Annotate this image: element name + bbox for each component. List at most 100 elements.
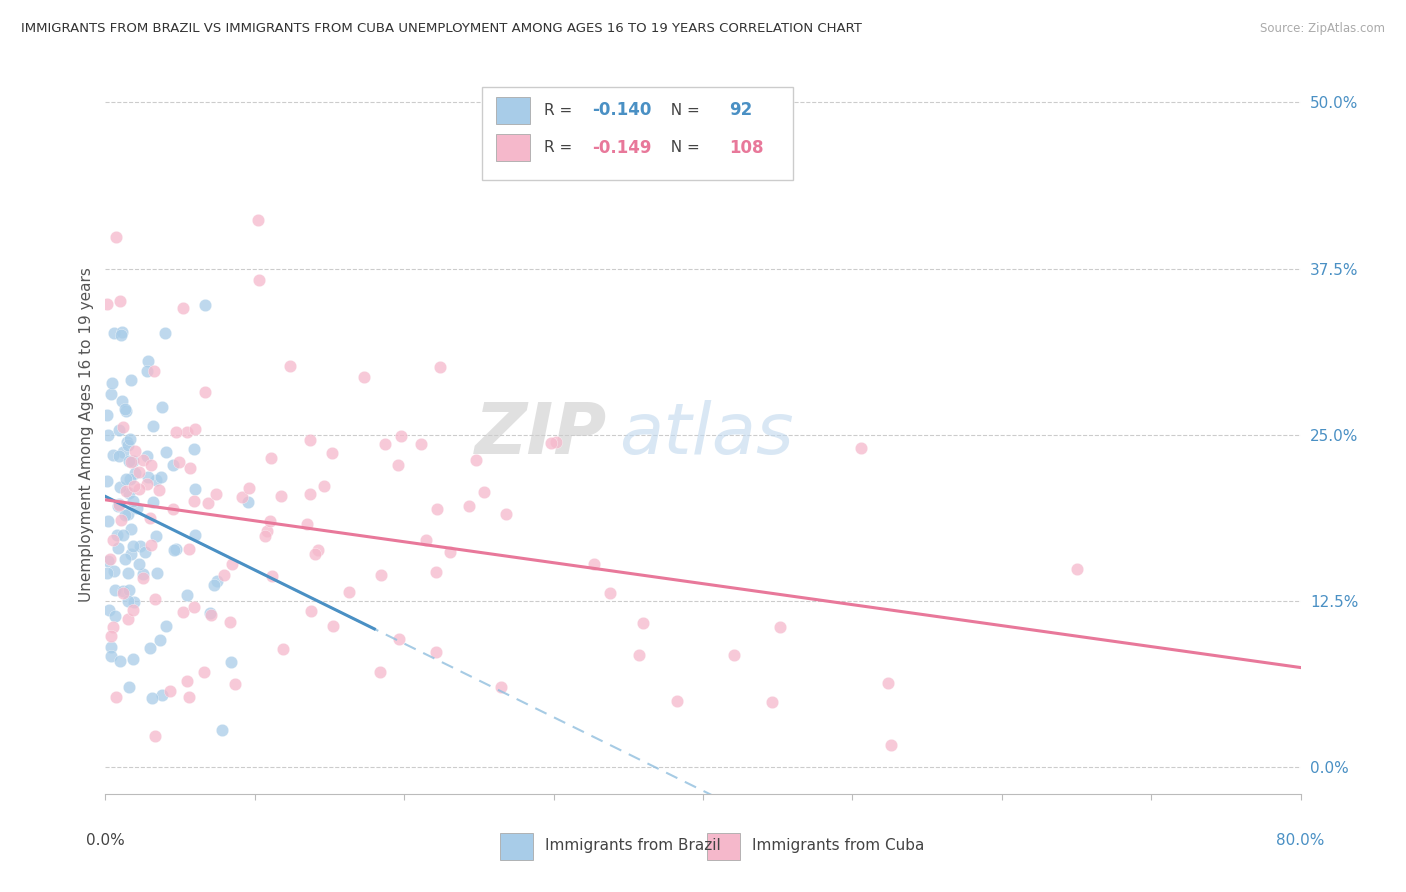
Point (117, 612, 139, 626)
Point (139, 510, 162, 524)
Point (176, 425, 198, 439)
Point (96, 297, 118, 311)
Point (155, 619, 177, 633)
Point (111, 420, 134, 434)
Point (184, 422, 207, 436)
Point (108, 497, 131, 511)
FancyBboxPatch shape (501, 832, 533, 860)
Point (139, 538, 162, 552)
Point (104, 583, 127, 598)
Point (145, 528, 167, 542)
Point (546, 435, 568, 450)
Point (723, 648, 745, 663)
FancyBboxPatch shape (496, 96, 530, 124)
Point (136, 449, 159, 463)
Point (98, 603, 121, 617)
Point (120, 522, 142, 536)
Point (108, 480, 131, 494)
Point (425, 645, 447, 659)
Point (489, 680, 512, 694)
Point (200, 607, 222, 622)
Point (599, 586, 621, 600)
Point (236, 495, 259, 509)
Point (101, 448, 124, 462)
Text: 108: 108 (730, 138, 763, 157)
Point (122, 479, 145, 493)
Point (96, 474, 118, 488)
Point (769, 620, 792, 634)
Point (172, 605, 194, 619)
Point (146, 566, 169, 581)
Point (107, 500, 129, 514)
Point (115, 483, 138, 498)
Point (374, 437, 396, 451)
Point (114, 552, 136, 566)
Point (122, 454, 145, 468)
Point (193, 665, 215, 679)
Point (120, 373, 142, 387)
Point (238, 481, 260, 495)
Point (270, 489, 292, 503)
Text: 80.0%: 80.0% (1277, 833, 1324, 847)
Point (132, 566, 155, 581)
Point (141, 690, 163, 705)
Point (105, 230, 128, 244)
Point (117, 593, 139, 607)
Point (202, 577, 225, 591)
Point (183, 442, 205, 457)
Point (142, 495, 165, 509)
Point (221, 557, 243, 571)
Point (204, 487, 226, 501)
Point (120, 548, 142, 562)
Point (117, 453, 139, 467)
Point (176, 674, 198, 689)
Point (177, 542, 200, 557)
Point (247, 212, 270, 227)
Point (411, 437, 433, 451)
Point (111, 325, 134, 339)
Point (472, 485, 495, 500)
Point (1066, 562, 1088, 576)
Point (256, 524, 278, 538)
Point (179, 461, 201, 475)
Point (165, 425, 187, 439)
Point (495, 508, 517, 522)
Point (224, 677, 246, 691)
Point (464, 453, 486, 467)
Text: R =: R = (544, 140, 578, 155)
Point (128, 465, 150, 479)
Point (101, 533, 124, 548)
Point (628, 648, 651, 662)
Point (150, 469, 173, 483)
Point (415, 533, 437, 547)
Point (122, 493, 145, 508)
Text: IMMIGRANTS FROM BRAZIL VS IMMIGRANTS FROM CUBA UNEMPLOYMENT AMONG AGES 16 TO 19 : IMMIGRANTS FROM BRAZIL VS IMMIGRANTS FRO… (21, 22, 862, 36)
Point (112, 445, 135, 459)
Point (179, 690, 201, 704)
Point (148, 483, 170, 497)
Point (198, 606, 221, 620)
Text: N =: N = (661, 103, 704, 118)
Point (100, 649, 122, 664)
Point (583, 557, 606, 571)
Point (122, 652, 145, 666)
Point (247, 273, 270, 287)
Point (298, 433, 321, 447)
Point (142, 419, 165, 434)
Point (132, 452, 155, 467)
Point (122, 539, 145, 553)
Point (108, 498, 131, 512)
Point (141, 458, 163, 472)
Point (457, 499, 479, 513)
Text: Immigrants from Brazil: Immigrants from Brazil (546, 838, 721, 853)
Point (877, 676, 900, 690)
Point (100, 629, 122, 643)
Point (150, 688, 173, 702)
Text: R =: R = (544, 103, 578, 118)
FancyBboxPatch shape (707, 832, 740, 860)
Point (162, 458, 184, 472)
Point (111, 528, 134, 542)
Point (879, 738, 901, 752)
Text: atlas: atlas (619, 401, 794, 469)
Point (184, 528, 207, 542)
